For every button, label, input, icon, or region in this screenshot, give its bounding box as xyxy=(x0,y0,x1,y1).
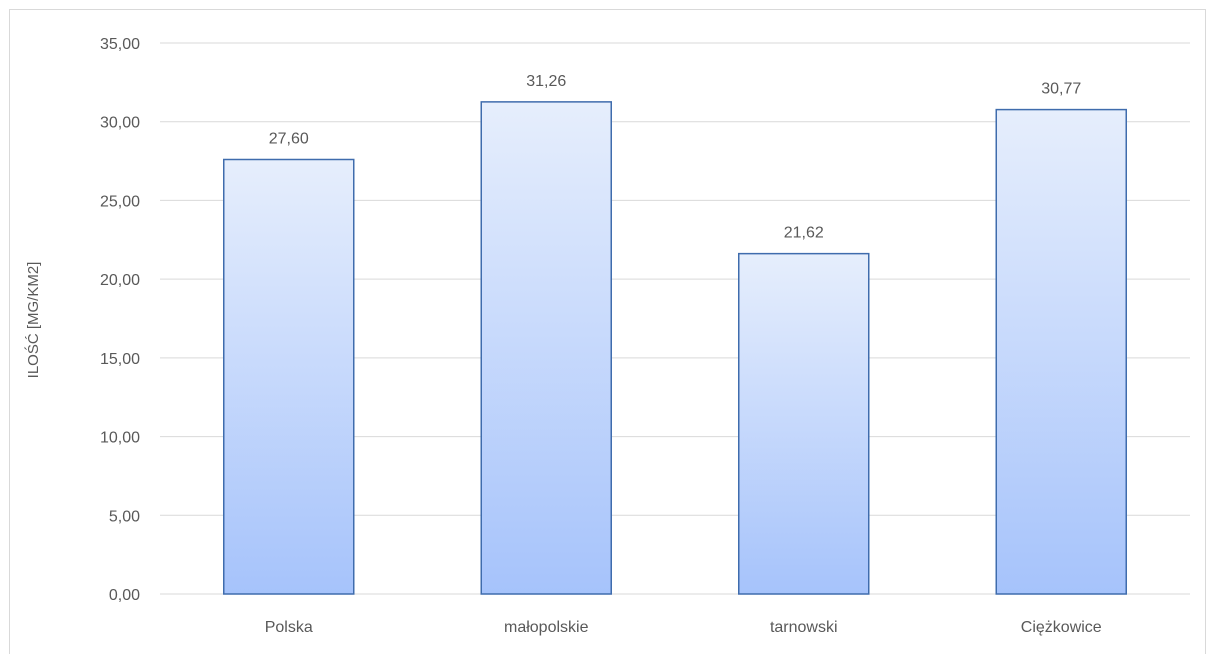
bar-ciężkowice xyxy=(995,108,1127,595)
y-tick-label: 0,00 xyxy=(109,587,140,604)
data-label: 30,77 xyxy=(1041,81,1081,98)
y-tick-label: 15,00 xyxy=(100,351,140,368)
data-label: 31,26 xyxy=(526,73,566,90)
bar-tarnowski xyxy=(738,252,870,595)
data-labels: 27,60 31,26 21,62 30,77 xyxy=(269,73,1082,242)
y-tick-label: 5,00 xyxy=(109,508,140,525)
bars xyxy=(223,101,1127,595)
bar-małopolskie xyxy=(480,101,612,595)
y-tick-label: 35,00 xyxy=(100,36,140,53)
y-axis-ticks: 0,00 5,00 10,00 15,00 20,00 25,00 30,00 35,00 xyxy=(100,36,140,604)
x-category-label: tarnowski xyxy=(770,619,838,636)
y-axis-title: ILOŚĆ [MG/KM2] xyxy=(24,262,42,379)
x-category-label: Polska xyxy=(265,619,313,636)
x-category-label: Ciężkowice xyxy=(1021,619,1102,636)
y-tick-label: 20,00 xyxy=(100,272,140,289)
x-axis-categories: Polska małopolskie tarnowski Ciężkowice xyxy=(265,619,1102,636)
y-tick-label: 30,00 xyxy=(100,115,140,132)
data-label: 21,62 xyxy=(784,225,824,242)
y-tick-label: 10,00 xyxy=(100,430,140,447)
x-category-label: małopolskie xyxy=(504,619,589,636)
data-label: 27,60 xyxy=(269,130,309,147)
y-tick-label: 25,00 xyxy=(100,193,140,210)
bar-polska xyxy=(223,158,355,595)
